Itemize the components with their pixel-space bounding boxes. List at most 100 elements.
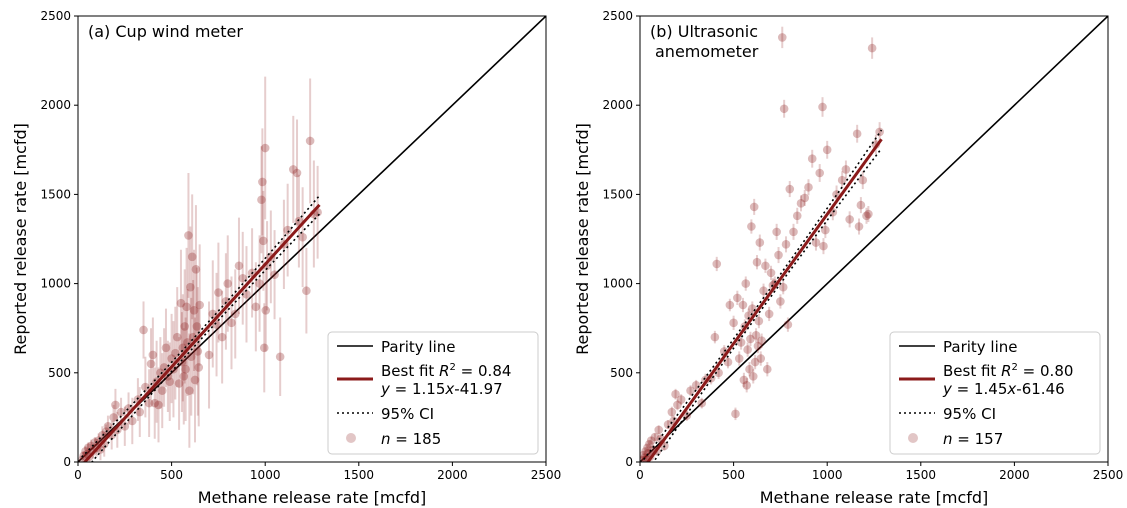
data-point-b [729,318,738,328]
data-point-b [864,209,873,219]
data-point-b [757,336,766,345]
data-point-a [242,290,251,299]
data-point-a [176,298,186,308]
panel-a-title: (a) Cup wind meter [88,22,243,41]
panel-b-title-line1: (b) Ultrasonic [650,22,758,41]
data-point-b [856,200,866,210]
y-tick-label-b: 0 [625,455,633,469]
data-point-b [738,300,748,310]
data-point-a [167,354,176,363]
axes-frame-b [639,15,1109,463]
ci-upper-b [643,129,883,460]
data-point-b [821,225,830,235]
data-point-b [761,261,770,271]
data-point-b [667,407,677,417]
data-point-b [837,175,847,185]
data-point-b [800,193,810,203]
data-point-b [815,168,825,178]
data-point-a [186,282,195,292]
data-point-a [194,363,204,372]
data-point-b [766,268,776,278]
plot-area-b [640,16,1108,462]
data-point-b [807,154,817,164]
data-point-a [157,386,167,395]
data-point-a [189,306,199,315]
x-tick-label-b: 2500 [1093,468,1124,482]
data-point-b [751,331,761,340]
data-point-b [697,398,707,408]
data-point-a [174,379,184,388]
legend-n-swatch-a [346,433,356,443]
x-tick-label-b: 2000 [999,468,1030,482]
data-point-b [754,316,764,326]
data-point-b [796,199,806,208]
data-point-a [191,265,201,274]
x-tick-label-b: 500 [722,468,745,482]
data-point-b [845,215,854,224]
data-point-a [292,168,302,178]
data-point-b [759,286,768,296]
data-point-b [673,400,682,410]
legend-ci-label-b: 95% CI [943,405,996,423]
data-point-b [739,375,749,385]
data-point-b [822,145,832,155]
data-point-b [852,129,862,139]
data-point-a [195,300,204,310]
data-point-b [643,443,652,453]
data-point-a [190,375,200,385]
best-fit-line-a [82,203,321,462]
data-point-a [148,350,158,360]
data-point-b [741,279,751,288]
data-point-b [645,439,654,449]
x-axis-label-a: Methane release rate [mcfd] [198,488,427,507]
data-point-b [753,341,763,351]
legend-fit-label-b: Best fit R2 = 0.80 [943,362,1073,380]
data-point-a [288,165,298,174]
y-tick-label-a: 2500 [40,9,71,23]
data-point-b [746,334,755,344]
data-point-b [776,297,785,306]
data-point-b [747,222,756,231]
data-point-a [260,143,270,153]
data-point-a [208,309,218,319]
data-point-a [127,416,137,426]
y-tick-label-a: 1000 [40,277,71,291]
y-tick-label-a: 1500 [40,187,71,201]
data-point-a [181,364,190,374]
data-point-b [731,409,740,419]
data-point-a [302,286,311,296]
data-point-b [723,357,733,367]
data-point-a [275,352,285,362]
data-point-a [172,332,182,342]
legend-fit-equation-a: y = 1.15x-41.97 [380,380,503,398]
data-point-a [270,270,279,279]
x-tick-label-b: 1000 [812,468,843,482]
data-point-b [650,432,660,442]
data-point-b [686,386,695,395]
data-point-b [811,238,821,247]
legend-fit-label-a: Best fit R2 = 0.84 [381,362,511,380]
y-tick-label-a: 500 [48,366,71,380]
data-point-a [186,352,196,362]
data-point-a [103,422,113,431]
data-point-b [858,175,868,185]
data-point-a [258,177,267,187]
y-tick-label-a: 0 [63,455,71,469]
data-point-b [743,345,752,354]
y-tick-label-a: 2000 [40,98,71,112]
data-point-b [640,450,649,460]
data-point-a [223,279,233,288]
data-point-a [144,398,154,408]
data-point-a [305,136,315,146]
data-point-b [691,380,701,390]
data-point-b [756,354,766,363]
data-point-b [875,127,884,137]
data-point-a [261,306,271,315]
data-point-b [752,257,762,267]
x-axis-label-b: Methane release rate [mcfd] [760,488,989,507]
data-point-b [781,240,791,249]
data-point-b [712,259,722,269]
data-point-b [804,182,813,192]
parity-line-a [78,16,546,462]
